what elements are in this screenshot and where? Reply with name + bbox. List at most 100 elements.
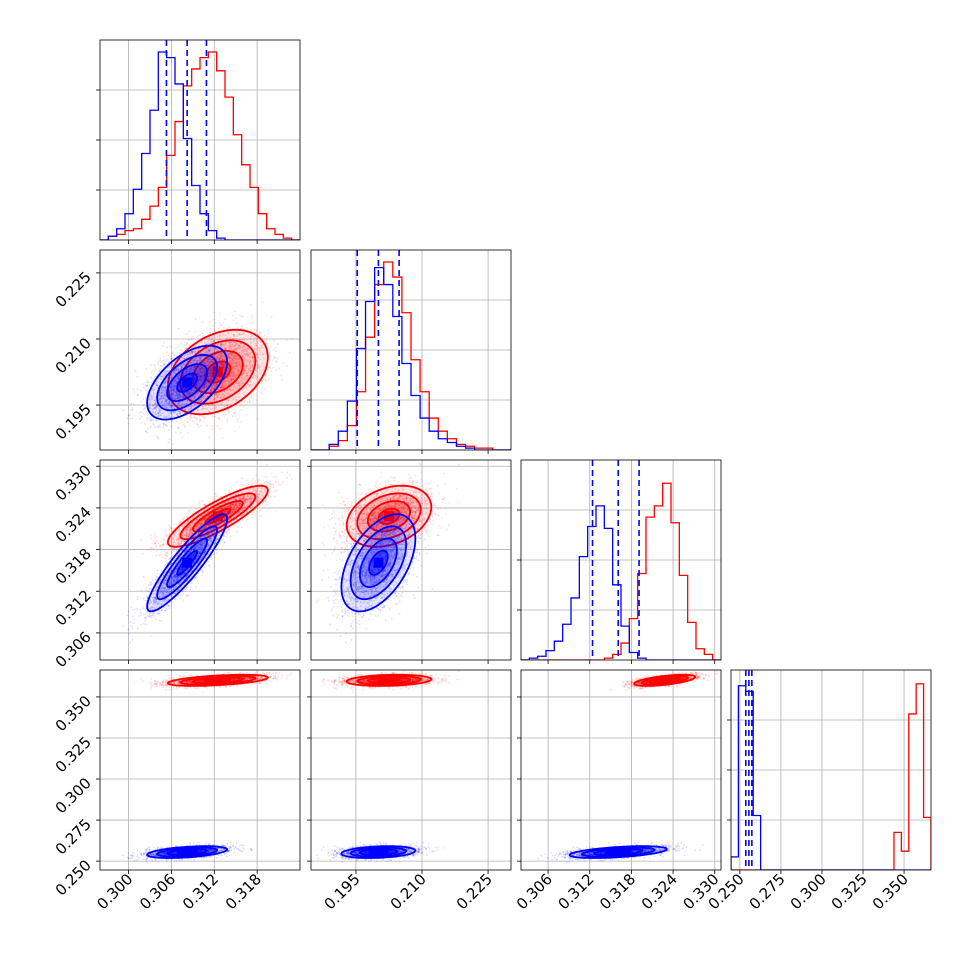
sample-point [246,366,248,368]
sample-point [222,366,225,368]
sample-point [150,393,153,396]
sample-point [234,310,237,313]
sample-point [224,380,227,382]
sample-point [146,379,148,382]
sample-point [231,377,234,380]
sample-point [219,356,222,358]
sample-point [233,383,236,386]
sample-point [232,355,235,357]
sample-point [235,361,238,364]
sample-point [267,329,269,332]
sample-point [238,381,241,384]
sample-point [215,394,218,397]
histogram-series-2 [521,505,721,660]
sample-point [206,407,209,410]
sample-point [185,371,188,373]
sample-point [179,417,182,420]
sample-point [235,364,238,367]
sample-point [220,343,222,345]
sample-point [234,368,236,371]
sample-point [246,352,248,355]
sample-point [223,358,226,361]
sample-point [249,329,252,331]
sample-point [243,339,246,341]
sample-point [235,322,238,325]
sample-point [272,476,275,478]
sample-point [238,386,241,389]
sample-point [231,378,233,381]
sample-point [276,357,279,360]
sample-point [253,328,256,331]
sample-point [220,343,222,346]
sample-point [251,377,254,379]
sample-point [246,327,248,329]
sample-point [229,388,231,390]
sample-point [227,345,230,348]
sample-point [226,351,229,354]
sample-point [233,389,236,391]
sample-point [229,361,231,363]
sample-point [221,344,223,346]
sample-point [198,375,200,378]
sample-point [274,361,277,364]
sample-point [229,375,232,377]
sample-point [205,343,208,345]
sample-point [224,343,227,346]
sample-point [136,388,139,391]
sample-point [222,380,225,383]
sample-point [157,425,160,427]
histogram-panel-3 [517,459,722,664]
sample-point [181,397,184,399]
sample-point [197,391,200,394]
sample-point [181,396,183,399]
sample-point [187,338,190,341]
sample-point [186,344,188,346]
sample-point [228,350,231,353]
sample-point [234,412,237,415]
sample-point [269,370,272,373]
sample-point [202,397,205,400]
sample-point [149,426,152,429]
sample-point [226,403,228,406]
sample-point [218,418,221,421]
sample-point [248,400,251,403]
sample-point [198,378,201,381]
sample-point [228,337,231,340]
sample-point [165,379,168,382]
sample-point [202,332,205,335]
sample-point [153,375,156,378]
sample-point [238,345,241,347]
sample-point [203,371,206,373]
sample-point [227,400,230,402]
sample-point [194,393,197,396]
sample-point [244,399,247,402]
sample-point [216,349,219,352]
sample-point [249,371,252,374]
sample-point [222,366,225,368]
sample-point [250,385,253,387]
sample-point [249,370,252,372]
sample-point [205,381,208,384]
sample-point [200,408,203,411]
sample-point [138,411,141,414]
sample-point [236,420,239,423]
sample-point [226,388,229,391]
sample-point [201,408,204,411]
sample-point [215,378,218,380]
sample-point [233,365,235,367]
sample-point [250,303,252,306]
sample-point [144,397,147,400]
sample-point [229,347,232,350]
sample-point [217,416,220,419]
sample-point [209,331,212,334]
sample-point [193,365,196,368]
sample-point [170,425,173,427]
sample-point [238,347,241,350]
sample-point [167,415,170,417]
sample-point [226,327,229,330]
sample-point [241,346,244,349]
sample-point [229,360,232,363]
sample-point [217,339,220,341]
sample-point [226,389,229,391]
